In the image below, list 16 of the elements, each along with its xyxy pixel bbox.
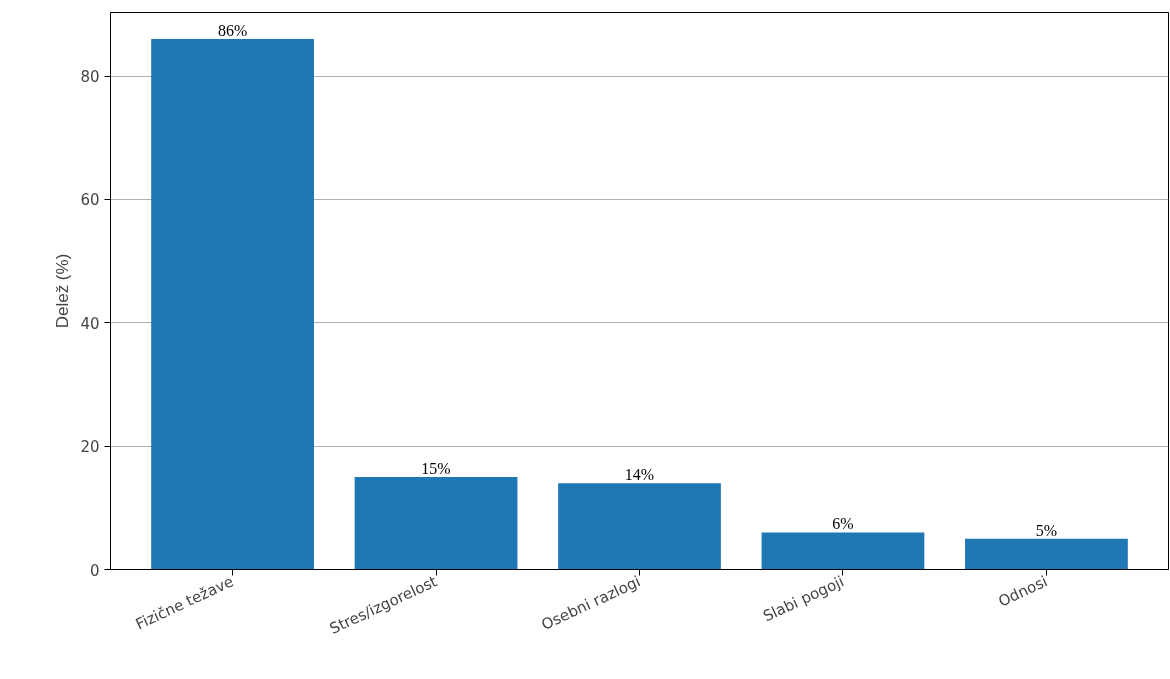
y-tick-label: 0 — [89, 561, 100, 580]
y-axis-title: Delež (%) — [53, 253, 73, 329]
data-label: 5% — [1035, 521, 1058, 539]
y-tick-label: 60 — [80, 191, 100, 210]
data-label: 6% — [832, 515, 854, 533]
bar — [965, 538, 1128, 570]
bar — [761, 532, 925, 570]
bar — [151, 39, 314, 570]
data-label: 86% — [217, 22, 248, 40]
bar — [354, 476, 518, 570]
bar — [558, 483, 721, 570]
y-tick-label: 80 — [80, 68, 100, 87]
y-tick-label: 40 — [80, 314, 100, 333]
data-label: 15% — [421, 459, 451, 477]
y-tick-label: 20 — [80, 438, 100, 457]
data-label: 14% — [624, 466, 655, 484]
